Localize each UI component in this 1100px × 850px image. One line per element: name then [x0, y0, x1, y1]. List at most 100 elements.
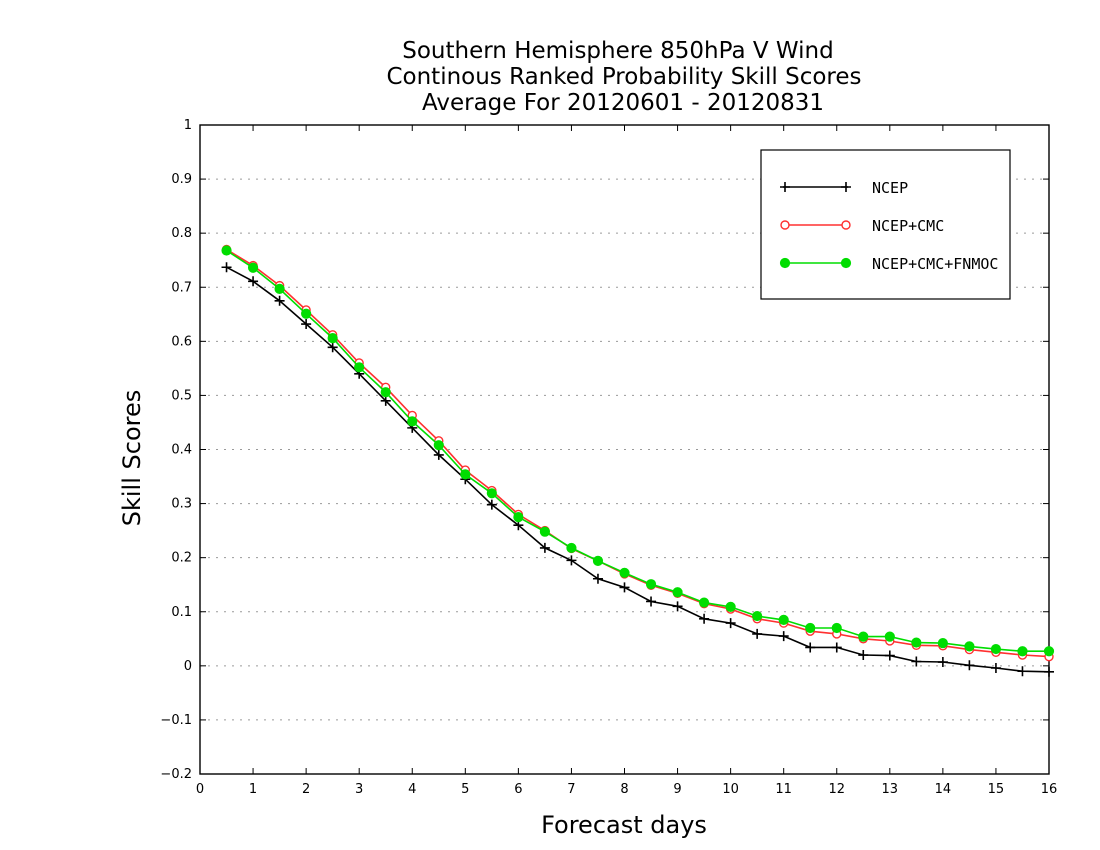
x-tick-label: 0 [196, 782, 204, 797]
data-point [911, 656, 922, 667]
data-point [990, 662, 1001, 673]
y-tick-label: 0.4 [171, 443, 192, 458]
chart-title-line-3: Average For 20120601 - 20120831 [422, 90, 824, 116]
data-point [486, 488, 497, 499]
data-point [780, 182, 790, 192]
series-ncep-cmc-fnmoc [221, 245, 1055, 657]
y-tick-label: −0.1 [160, 713, 192, 728]
series-group [221, 244, 1055, 677]
data-point [725, 618, 736, 629]
legend-item: NCEP+CMC+FNMOC [779, 255, 998, 273]
data-point [840, 257, 852, 269]
data-point [779, 257, 791, 269]
chart-title: Southern Hemisphere 850hPa V Wind Contin… [386, 38, 861, 116]
data-point [486, 499, 497, 510]
legend-label: NCEP+CMC [872, 217, 944, 235]
data-point [460, 469, 471, 480]
data-point [780, 220, 790, 230]
x-tick-label: 5 [461, 782, 469, 797]
y-tick-label: 0.2 [171, 551, 192, 566]
data-point [513, 512, 524, 523]
x-axis: 0 1 2 3 4 5 6 7 8 9 10 11 12 13 14 15 16 [196, 125, 1057, 797]
data-point [911, 637, 922, 648]
data-point [619, 567, 630, 578]
x-tick-label: 16 [1041, 782, 1058, 797]
data-point [221, 245, 232, 256]
data-point [247, 262, 259, 273]
data-point [884, 631, 895, 642]
data-point [433, 449, 444, 460]
data-point [1043, 646, 1055, 657]
y-tick-label: 0 [184, 659, 192, 674]
legend-label: NCEP+CMC+FNMOC [872, 255, 998, 273]
x-tick-label: 15 [988, 782, 1005, 797]
data-point [327, 332, 338, 344]
data-point [380, 387, 391, 398]
x-tick-label: 2 [302, 782, 310, 797]
data-point [645, 579, 657, 590]
data-point [1017, 646, 1028, 657]
data-point [354, 362, 365, 373]
data-point [248, 276, 259, 287]
data-point [698, 597, 710, 608]
series-ncep [221, 262, 1054, 677]
gridlines [200, 178, 1049, 721]
y-tick-label: 0.3 [171, 497, 192, 512]
x-tick-label: 4 [408, 782, 416, 797]
data-point [672, 587, 683, 598]
data-point [752, 610, 763, 622]
data-point [672, 601, 683, 612]
x-tick-label: 9 [673, 782, 681, 797]
x-tick-label: 6 [514, 782, 522, 797]
data-point [646, 596, 657, 607]
data-point [433, 440, 444, 451]
series-line [226, 248, 1050, 658]
data-point [778, 631, 789, 642]
data-point [831, 622, 842, 634]
data-point [221, 262, 232, 273]
y-tick-label: 1 [184, 118, 192, 133]
legend-label: NCEP [872, 179, 908, 197]
data-point [805, 622, 816, 634]
x-tick-label: 1 [249, 782, 257, 797]
data-point [725, 601, 736, 612]
data-point [841, 220, 851, 230]
data-point [1017, 666, 1028, 677]
data-point [805, 642, 816, 653]
series-ncep-cmc [221, 244, 1054, 662]
data-point [858, 631, 869, 642]
x-tick-label: 14 [935, 782, 952, 797]
data-point [964, 660, 975, 671]
x-tick-label: 3 [355, 782, 363, 797]
data-point [274, 283, 285, 294]
data-point [964, 641, 975, 652]
data-point [1044, 666, 1054, 677]
data-point [592, 573, 603, 584]
chart-title-line-2: Continous Ranked Probability Skill Score… [386, 64, 861, 90]
data-point [539, 526, 551, 537]
data-point [592, 555, 604, 567]
legend-item: NCEP+CMC [780, 217, 944, 235]
y-tick-label: 0.9 [171, 172, 192, 187]
data-point [752, 628, 763, 639]
data-point [566, 542, 577, 554]
data-point [858, 650, 869, 661]
y-tick-label: 0.5 [171, 388, 192, 403]
y-tick-label: 0.7 [171, 280, 192, 295]
x-tick-label: 10 [722, 782, 739, 797]
data-point [778, 614, 789, 625]
x-axis-label: Forecast days [541, 811, 707, 839]
x-tick-label: 13 [882, 782, 899, 797]
y-tick-label: 0.1 [171, 605, 192, 620]
chart-title-line-1: Southern Hemisphere 850hPa V Wind [402, 38, 833, 64]
data-point [566, 555, 577, 566]
data-point [539, 542, 550, 553]
x-tick-label: 11 [775, 782, 792, 797]
data-point [884, 650, 895, 661]
data-point [327, 342, 338, 353]
data-point [937, 657, 948, 668]
legend: NCEP NCEP+CMC NCEP+CMC+FNMOC [760, 149, 1011, 300]
y-axis: −0.2 −0.1 0 0.1 0.2 0.3 0.4 0.5 0.6 0.7 0.8 0.9 1 [160, 118, 1049, 782]
x-tick-label: 8 [620, 782, 628, 797]
